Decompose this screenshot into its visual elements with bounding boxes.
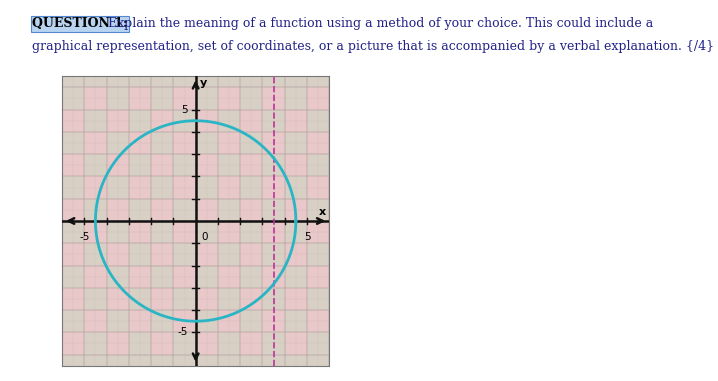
Bar <box>218 176 241 199</box>
Bar <box>285 110 307 132</box>
Bar <box>173 310 195 332</box>
Bar <box>84 310 106 332</box>
Bar <box>173 176 195 199</box>
Text: 0: 0 <box>201 232 208 242</box>
Bar <box>241 332 263 355</box>
Text: -5: -5 <box>79 232 90 242</box>
Bar <box>241 288 263 310</box>
Bar <box>195 288 218 310</box>
Bar <box>106 288 129 310</box>
Text: Explain the meaning of a function using a method of your choice. This could incl: Explain the meaning of a function using … <box>104 17 653 30</box>
Bar <box>263 221 285 243</box>
Bar <box>129 310 151 332</box>
Bar <box>151 288 173 310</box>
Bar <box>62 110 84 132</box>
Bar <box>218 266 241 288</box>
Bar <box>218 221 241 243</box>
Bar <box>106 154 129 176</box>
Bar <box>241 243 263 266</box>
Bar <box>285 199 307 221</box>
Bar <box>106 110 129 132</box>
Bar <box>195 199 218 221</box>
Bar <box>195 243 218 266</box>
Bar <box>263 310 285 332</box>
Bar <box>263 132 285 154</box>
Bar <box>285 243 307 266</box>
Bar <box>129 176 151 199</box>
Bar <box>84 132 106 154</box>
Bar <box>62 288 84 310</box>
Bar <box>151 110 173 132</box>
Bar <box>195 154 218 176</box>
Bar <box>173 132 195 154</box>
Text: x: x <box>319 207 326 217</box>
Bar <box>218 310 241 332</box>
Bar <box>106 243 129 266</box>
Bar <box>263 176 285 199</box>
Bar <box>151 199 173 221</box>
Bar <box>62 154 84 176</box>
Bar <box>151 332 173 355</box>
Bar <box>129 132 151 154</box>
Bar <box>241 154 263 176</box>
Bar <box>62 243 84 266</box>
Bar <box>173 266 195 288</box>
Bar <box>173 221 195 243</box>
Bar <box>307 176 330 199</box>
Text: 5: 5 <box>181 105 188 115</box>
Bar <box>307 221 330 243</box>
Bar <box>263 87 285 110</box>
Bar <box>151 243 173 266</box>
Text: QUESTION 1:: QUESTION 1: <box>32 17 128 30</box>
Text: y: y <box>200 78 207 88</box>
Bar <box>129 87 151 110</box>
Bar <box>307 87 330 110</box>
Bar <box>62 332 84 355</box>
Text: -5: -5 <box>177 327 188 337</box>
Bar <box>195 332 218 355</box>
Bar <box>129 221 151 243</box>
Bar <box>241 110 263 132</box>
Bar <box>307 310 330 332</box>
Bar <box>129 266 151 288</box>
Text: 5: 5 <box>304 232 310 242</box>
Bar <box>84 221 106 243</box>
Bar <box>307 266 330 288</box>
Bar <box>285 154 307 176</box>
Bar <box>195 110 218 132</box>
Bar <box>84 266 106 288</box>
Bar <box>218 87 241 110</box>
Bar <box>241 199 263 221</box>
Bar <box>84 176 106 199</box>
Bar <box>62 199 84 221</box>
Bar <box>84 87 106 110</box>
Bar <box>307 132 330 154</box>
Bar <box>218 132 241 154</box>
Bar <box>263 266 285 288</box>
Bar <box>285 332 307 355</box>
Text: graphical representation, set of coordinates, or a picture that is accompanied b: graphical representation, set of coordin… <box>32 40 714 53</box>
Bar <box>106 199 129 221</box>
Bar <box>173 87 195 110</box>
Bar <box>285 288 307 310</box>
Bar <box>151 154 173 176</box>
Bar <box>106 332 129 355</box>
